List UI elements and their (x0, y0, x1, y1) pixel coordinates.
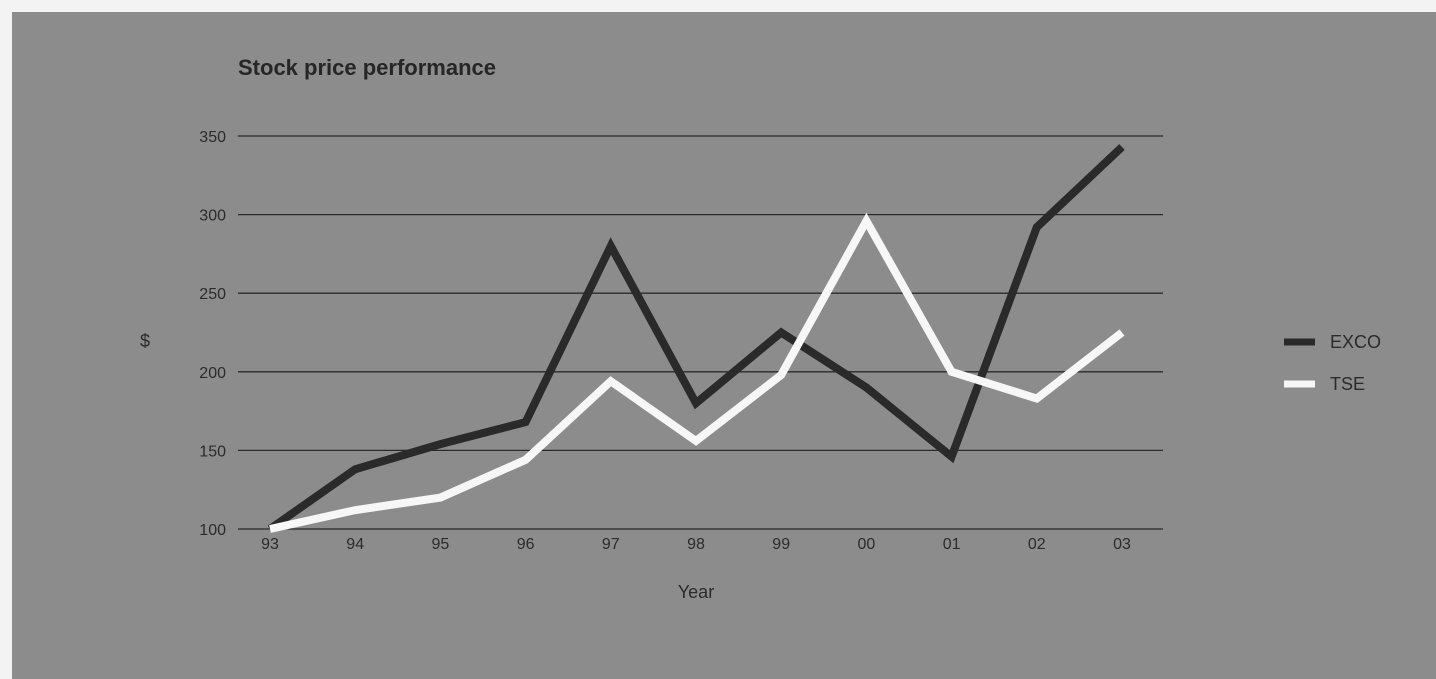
y-tick-label: 250 (199, 286, 226, 303)
x-tick-label: 98 (687, 536, 705, 553)
x-tick-label: 01 (943, 536, 961, 553)
x-tick-label: 03 (1113, 536, 1131, 553)
legend: EXCO TSE (1284, 332, 1381, 394)
y-tick-label: 150 (199, 443, 226, 460)
y-tick-labels: 100 150 200 250 300 350 (199, 129, 226, 539)
y-tick-label: 350 (199, 129, 226, 146)
series-lines (267, 144, 1125, 533)
line-chart: Stock price performance $ Year 100 150 200… (140, 55, 1381, 602)
x-tick-label: 96 (517, 536, 535, 553)
chart-panel: Stock price performance $ Year 100 150 200… (12, 12, 1436, 679)
x-tick-labels: 93 94 95 96 97 98 99 00 01 02 03 (261, 536, 1131, 553)
series-line-exco (267, 144, 1125, 533)
x-tick-label: 94 (346, 536, 364, 553)
chart-title: Stock price performance (238, 55, 496, 80)
x-tick-label: 99 (772, 536, 790, 553)
x-tick-label: 93 (261, 536, 279, 553)
legend-label-exco: EXCO (1330, 332, 1381, 352)
gridlines (238, 135, 1163, 530)
x-axis-label: Year (678, 582, 714, 602)
series-line-tse (269, 212, 1125, 533)
x-tick-label: 02 (1028, 536, 1046, 553)
x-tick-label: 00 (858, 536, 876, 553)
y-tick-label: 300 (199, 208, 226, 225)
legend-label-tse: TSE (1330, 374, 1365, 394)
x-tick-label: 95 (432, 536, 450, 553)
y-axis-label: $ (140, 331, 150, 351)
x-tick-label: 97 (602, 536, 620, 553)
y-tick-label: 200 (199, 365, 226, 382)
y-tick-label: 100 (199, 522, 226, 539)
